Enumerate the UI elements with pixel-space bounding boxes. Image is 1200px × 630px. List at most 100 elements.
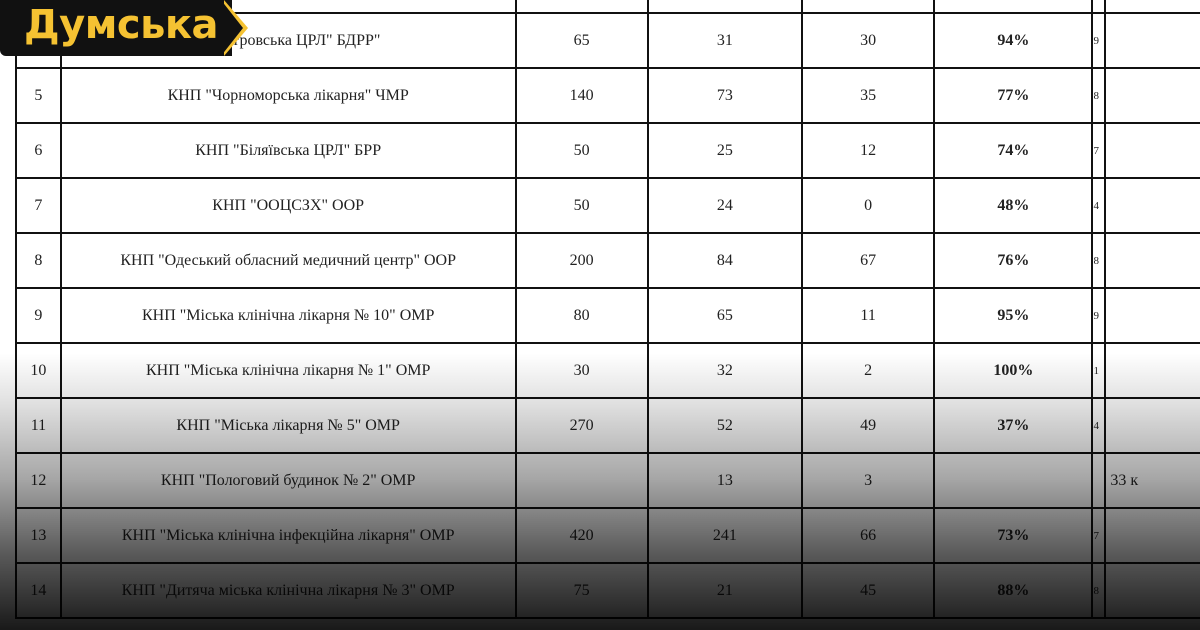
tail-digit-cell [1091, 452, 1107, 509]
value-a-cell: 30 [514, 342, 649, 399]
logo-text: Думська [24, 2, 219, 48]
extra-note-cell [1104, 177, 1200, 234]
value-c-cell: 45 [800, 562, 936, 619]
value-b-cell: 21 [646, 562, 803, 619]
tail-digit-cell [1091, 0, 1107, 14]
tail-digit-cell: 8 [1091, 562, 1107, 619]
tail-digit-cell: 4 [1091, 177, 1107, 234]
institution-name-cell: КНП "Пологовий будинок № 2" ОМР [59, 452, 517, 509]
value-b-cell: 24 [646, 177, 803, 234]
extra-note-cell [1104, 507, 1200, 564]
tail-digit-cell: 7 [1091, 507, 1107, 564]
extra-note-cell [1104, 287, 1200, 344]
logo-background [0, 0, 232, 56]
value-a-cell: 420 [514, 507, 649, 564]
value-b-cell: 32 [646, 342, 803, 399]
value-c-cell: 2 [800, 342, 936, 399]
value-c-cell: 11 [800, 287, 936, 344]
value-b-cell: 65 [646, 287, 803, 344]
row-number-cell: 11 [15, 397, 62, 454]
value-b-cell: 73 [646, 67, 803, 124]
percent-cell: 37% [933, 397, 1094, 454]
value-b-cell: 52 [646, 397, 803, 454]
row-number-cell: 5 [15, 67, 62, 124]
value-b-cell [646, 0, 803, 14]
value-c-cell: 30 [800, 12, 936, 69]
table-row: 9 КНП "Міська клінічна лікарня № 10" ОМР 8… [15, 287, 1200, 344]
institution-name-cell: КНП "ООЦСЗХ" ООР [59, 177, 517, 234]
value-a-cell [514, 0, 649, 14]
institution-name-cell: КНП "Міська лікарня № 5" ОМР [59, 397, 517, 454]
institution-name-cell: КНП "Біляївська ЦРЛ" БРР [59, 122, 517, 179]
value-c-cell: 35 [800, 67, 936, 124]
extra-note-cell [1104, 397, 1200, 454]
value-a-cell: 50 [514, 177, 649, 234]
tail-digit-cell: 9 [1091, 12, 1107, 69]
row-number-cell: 9 [15, 287, 62, 344]
value-a-cell: 65 [514, 12, 649, 69]
tail-digit-cell: 4 [1091, 397, 1107, 454]
table-row: 13 КНП "Міська клінічна інфекційна лікарн… [15, 507, 1200, 564]
table-row: 12 КНП "Пологовий будинок № 2" ОМР 13 3 33 к [15, 452, 1200, 509]
value-c-cell: 12 [800, 122, 936, 179]
value-a-cell: 75 [514, 562, 649, 619]
percent-cell: 73% [933, 507, 1094, 564]
logo-arrow-inner [221, 0, 243, 56]
value-b-cell: 241 [646, 507, 803, 564]
row-number-cell: 6 [15, 122, 62, 179]
value-a-cell: 140 [514, 67, 649, 124]
percent-cell [933, 0, 1094, 14]
value-b-cell: 31 [646, 12, 803, 69]
percent-cell: 95% [933, 287, 1094, 344]
tail-digit-cell: 8 [1091, 67, 1107, 124]
percent-cell [933, 452, 1094, 509]
table-row: 7 КНП "ООЦСЗХ" ООР 50 24 0 48% 4 [15, 177, 1200, 234]
extra-note-cell [1104, 0, 1200, 14]
row-number-cell: 12 [15, 452, 62, 509]
table-row: 6 КНП "Біляївська ЦРЛ" БРР 50 25 12 74% 7 [15, 122, 1200, 179]
value-c-cell: 49 [800, 397, 936, 454]
percent-cell: 88% [933, 562, 1094, 619]
tail-digit-cell: 9 [1091, 287, 1107, 344]
institution-name-cell: КНП "Міська клінічна інфекційна лікарня"… [59, 507, 517, 564]
percent-cell: 77% [933, 67, 1094, 124]
extra-note-cell [1104, 342, 1200, 399]
institution-name-cell: КНП "Міська клінічна лікарня № 10" ОМР [59, 287, 517, 344]
percent-cell: 48% [933, 177, 1094, 234]
table-row: 10 КНП "Міська клінічна лікарня № 1" ОМР 3… [15, 342, 1200, 399]
institution-name-cell: КНП "Одеський обласний медичний центр" О… [59, 232, 517, 289]
row-number-cell: 8 [15, 232, 62, 289]
percent-cell: 76% [933, 232, 1094, 289]
value-a-cell: 200 [514, 232, 649, 289]
value-c-cell [800, 0, 936, 14]
institution-name-cell: КНП "Дитяча міська клінічна лікарня № 3"… [59, 562, 517, 619]
tail-digit-cell: 8 [1091, 232, 1107, 289]
table-row: 5 КНП "Чорноморська лікарня" ЧМР 140 73 35 77… [15, 67, 1200, 124]
table-row: 14 КНП "Дитяча міська клінічна лікарня № … [15, 562, 1200, 619]
value-c-cell: 66 [800, 507, 936, 564]
row-number-cell: 14 [15, 562, 62, 619]
percent-cell: 100% [933, 342, 1094, 399]
hospital-table: -Дністровська ЦРЛ" БДРР" 65 31 30 94% 9 5 КНП "… [15, 0, 1200, 619]
value-b-cell: 25 [646, 122, 803, 179]
value-a-cell [514, 452, 649, 509]
value-c-cell: 67 [800, 232, 936, 289]
institution-name-cell: КНП "Чорноморська лікарня" ЧМР [59, 67, 517, 124]
row-number-cell: 10 [15, 342, 62, 399]
row-number-cell: 13 [15, 507, 62, 564]
extra-note-cell [1104, 12, 1200, 69]
extra-note-cell [1104, 232, 1200, 289]
row-number-cell: 7 [15, 177, 62, 234]
percent-cell: 94% [933, 12, 1094, 69]
tail-digit-cell: 7 [1091, 122, 1107, 179]
extra-note-cell: 33 к [1104, 452, 1200, 509]
extra-note-cell [1104, 562, 1200, 619]
value-c-cell: 3 [800, 452, 936, 509]
value-a-cell: 50 [514, 122, 649, 179]
table-row: 11 КНП "Міська лікарня № 5" ОМР 270 52 49 37%… [15, 397, 1200, 454]
value-a-cell: 80 [514, 287, 649, 344]
value-c-cell: 0 [800, 177, 936, 234]
institution-name-cell: КНП "Міська клінічна лікарня № 1" ОМР [59, 342, 517, 399]
percent-cell: 74% [933, 122, 1094, 179]
table-row: 8 КНП "Одеський обласний медичний центр" … [15, 232, 1200, 289]
